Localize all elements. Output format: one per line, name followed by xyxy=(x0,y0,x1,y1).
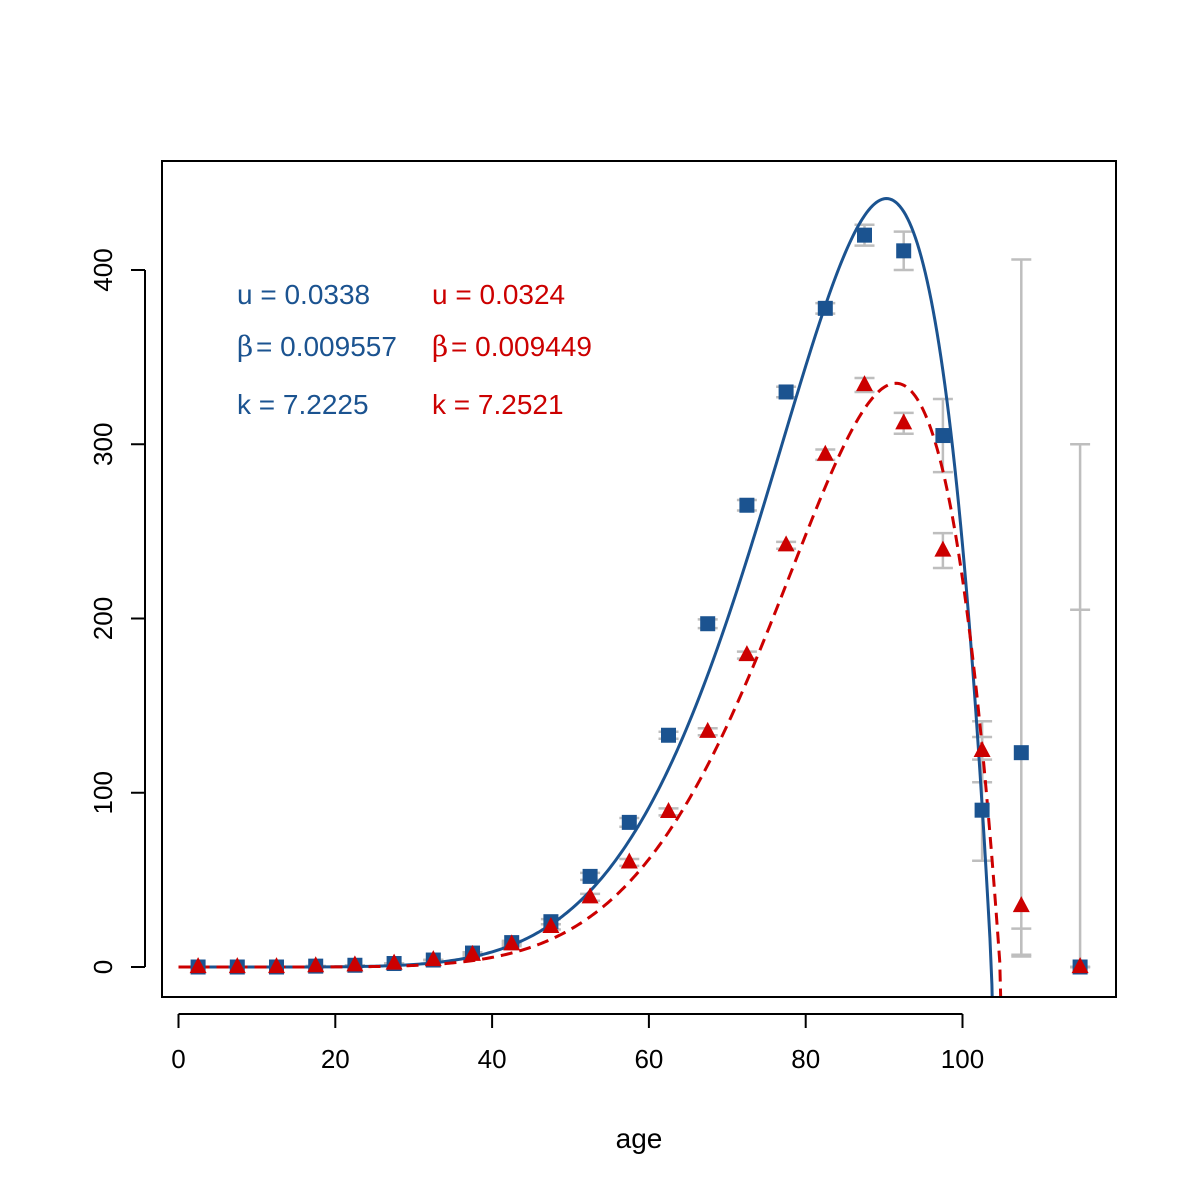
data-point-triangle xyxy=(581,887,599,904)
data-point-triangle xyxy=(699,721,717,738)
x-tick-label: 100 xyxy=(941,1044,984,1074)
x-tick-label: 0 xyxy=(171,1044,185,1074)
plot-area xyxy=(178,197,1091,997)
data-point-triangle xyxy=(503,934,521,951)
y-tick-label: 0 xyxy=(88,960,118,974)
data-point-square xyxy=(857,227,872,243)
y-tick-label: 400 xyxy=(88,248,118,291)
data-point-triangle xyxy=(542,917,560,934)
data-point-triangle xyxy=(346,955,364,972)
x-tick-label: 80 xyxy=(791,1044,820,1074)
x-axis-title: age xyxy=(616,1123,663,1154)
y-tick-label: 100 xyxy=(88,771,118,814)
data-point-triangle xyxy=(973,741,991,758)
data-point-square xyxy=(1013,745,1029,761)
annotation-red-beta-symbol: β xyxy=(432,330,448,363)
data-point-triangle xyxy=(189,957,207,974)
data-point-triangle xyxy=(620,852,638,869)
axes: 0 20 40 60 80 100 0 100 200 300 400 xyxy=(88,248,984,1074)
data-point-triangle xyxy=(777,535,795,552)
data-point-triangle xyxy=(1012,896,1030,913)
data-point-square xyxy=(778,384,794,400)
x-tick-label: 60 xyxy=(634,1044,663,1074)
data-point-triangle xyxy=(816,444,834,461)
annotation-blue-beta-symbol: β xyxy=(237,330,253,363)
data-point-square xyxy=(621,814,637,830)
annotation-blue-beta: = 0.009557 xyxy=(256,331,397,362)
annotation-red-u: u = 0.0324 xyxy=(432,279,565,310)
x-tick-label: 40 xyxy=(478,1044,507,1074)
data-point-triangle xyxy=(660,801,677,818)
annotation-red: u = 0.0324 β = 0.009449 k = 7.2521 xyxy=(432,279,592,420)
plot-content xyxy=(178,197,1091,997)
data-point-triangle xyxy=(385,953,403,970)
data-point-square xyxy=(700,616,716,632)
data-point-triangle xyxy=(228,957,246,974)
data-point-square xyxy=(896,243,912,259)
data-point-square xyxy=(974,802,990,818)
plot-frame xyxy=(161,160,1117,998)
data-point-triangle xyxy=(464,944,481,961)
annotation-red-k: k = 7.2521 xyxy=(432,389,564,420)
annotation-blue: u = 0.0338 β = 0.009557 k = 7.2225 xyxy=(237,279,397,420)
data-point-triangle xyxy=(424,950,442,967)
annotation-blue-k: k = 7.2225 xyxy=(237,389,369,420)
data-point-triangle xyxy=(738,645,756,662)
x-tick-label: 20 xyxy=(321,1044,350,1074)
data-point-square xyxy=(661,727,676,743)
data-point-square xyxy=(935,428,951,444)
annotation-blue-u: u = 0.0338 xyxy=(237,279,370,310)
data-point-triangle xyxy=(307,956,325,973)
data-point-triangle xyxy=(1071,957,1089,974)
data-point-triangle xyxy=(268,957,285,974)
data-point-triangle xyxy=(856,375,873,392)
y-tick-label: 300 xyxy=(88,423,118,466)
data-point-square xyxy=(739,497,755,513)
data-point-triangle xyxy=(934,540,952,557)
annotation-red-beta: = 0.009449 xyxy=(451,331,592,362)
data-point-square xyxy=(582,868,598,884)
data-point-triangle xyxy=(895,413,913,430)
y-tick-label: 200 xyxy=(88,597,118,640)
data-point-square xyxy=(817,300,833,316)
